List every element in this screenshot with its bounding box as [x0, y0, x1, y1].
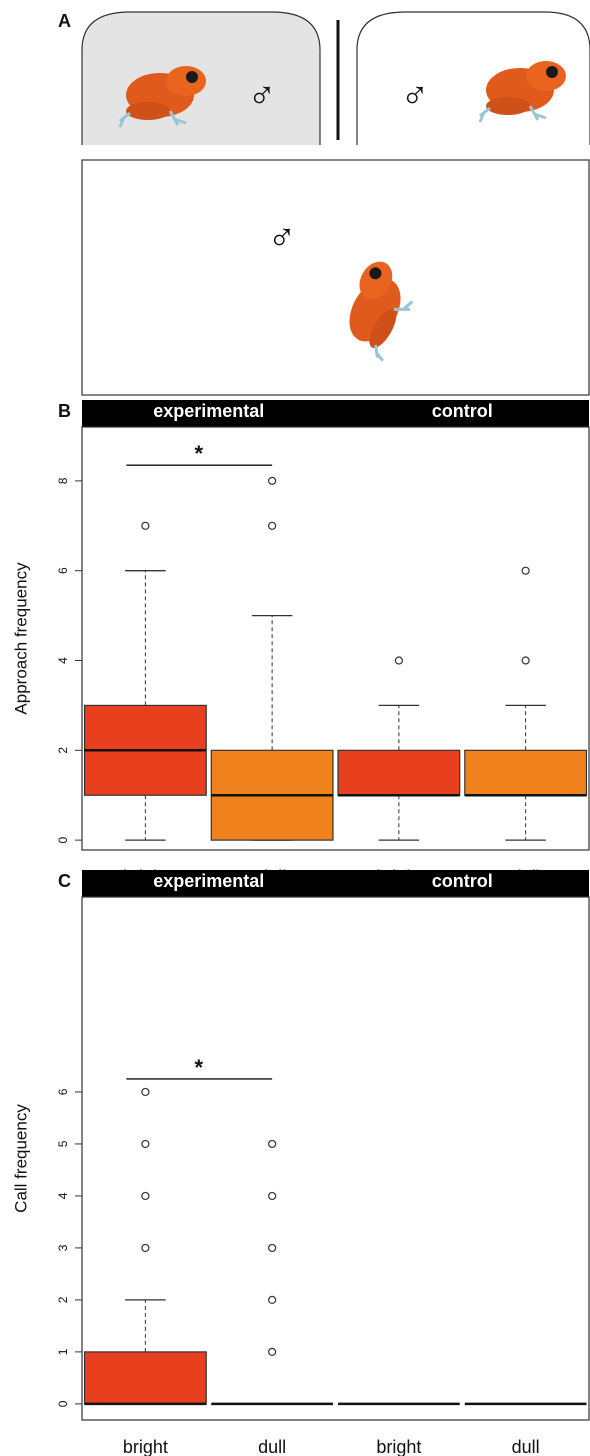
x-tick-label: bright — [376, 1437, 421, 1456]
x-tick-label: dull — [512, 1437, 540, 1456]
outlier — [521, 656, 530, 665]
arena — [81, 159, 590, 396]
outlier — [268, 1191, 277, 1201]
male-symbol: ♂ — [268, 217, 297, 259]
group-label: experimental — [153, 871, 264, 891]
outlier — [521, 566, 530, 575]
panel-label: B — [58, 401, 71, 421]
plot-frame — [81, 896, 590, 1421]
y-tick-label: 2 — [56, 1296, 70, 1303]
outlier — [141, 1139, 150, 1149]
outlier — [268, 476, 277, 485]
y-tick-label: 6 — [56, 567, 70, 574]
male-symbol: ♂ — [401, 75, 430, 117]
y-tick-label: 2 — [56, 747, 70, 754]
outlier — [141, 1191, 150, 1201]
box — [83, 1351, 207, 1405]
y-tick-label: 4 — [56, 1192, 70, 1199]
y-tick-label: 6 — [56, 1088, 70, 1095]
y-tick-label: 0 — [56, 1400, 70, 1407]
x-tick-label: dull — [258, 1437, 286, 1456]
group-label: control — [432, 871, 493, 891]
male-symbol: ♂ — [248, 75, 277, 117]
group-label: control — [432, 401, 493, 421]
outlier — [268, 1243, 277, 1253]
panel-label: A — [58, 11, 71, 31]
group-header — [82, 400, 589, 427]
panel-label: C — [58, 871, 71, 891]
group-label: experimental — [153, 401, 264, 421]
y-axis-label: Call frequency — [11, 1104, 30, 1213]
significance-label: * — [194, 441, 203, 466]
box — [464, 749, 588, 796]
outlier — [268, 1295, 277, 1305]
plot-frame — [81, 426, 590, 851]
outlier — [268, 1347, 277, 1356]
significance-label: * — [194, 1055, 203, 1080]
outlier — [141, 1243, 150, 1253]
y-tick-label: 4 — [56, 657, 70, 664]
y-tick-label: 1 — [56, 1348, 70, 1355]
box — [337, 749, 461, 796]
y-tick-label: 0 — [56, 836, 70, 843]
y-tick-label: 5 — [56, 1140, 70, 1147]
group-header — [82, 870, 589, 897]
y-tick-label: 8 — [56, 477, 70, 484]
outlier — [268, 521, 277, 530]
outlier — [141, 1087, 150, 1097]
y-tick-label: 3 — [56, 1244, 70, 1251]
outlier — [141, 521, 150, 530]
y-axis-label: Approach frequency — [11, 562, 30, 715]
outlier — [268, 1139, 277, 1149]
x-tick-label: bright — [123, 1437, 168, 1456]
outlier — [394, 656, 403, 665]
